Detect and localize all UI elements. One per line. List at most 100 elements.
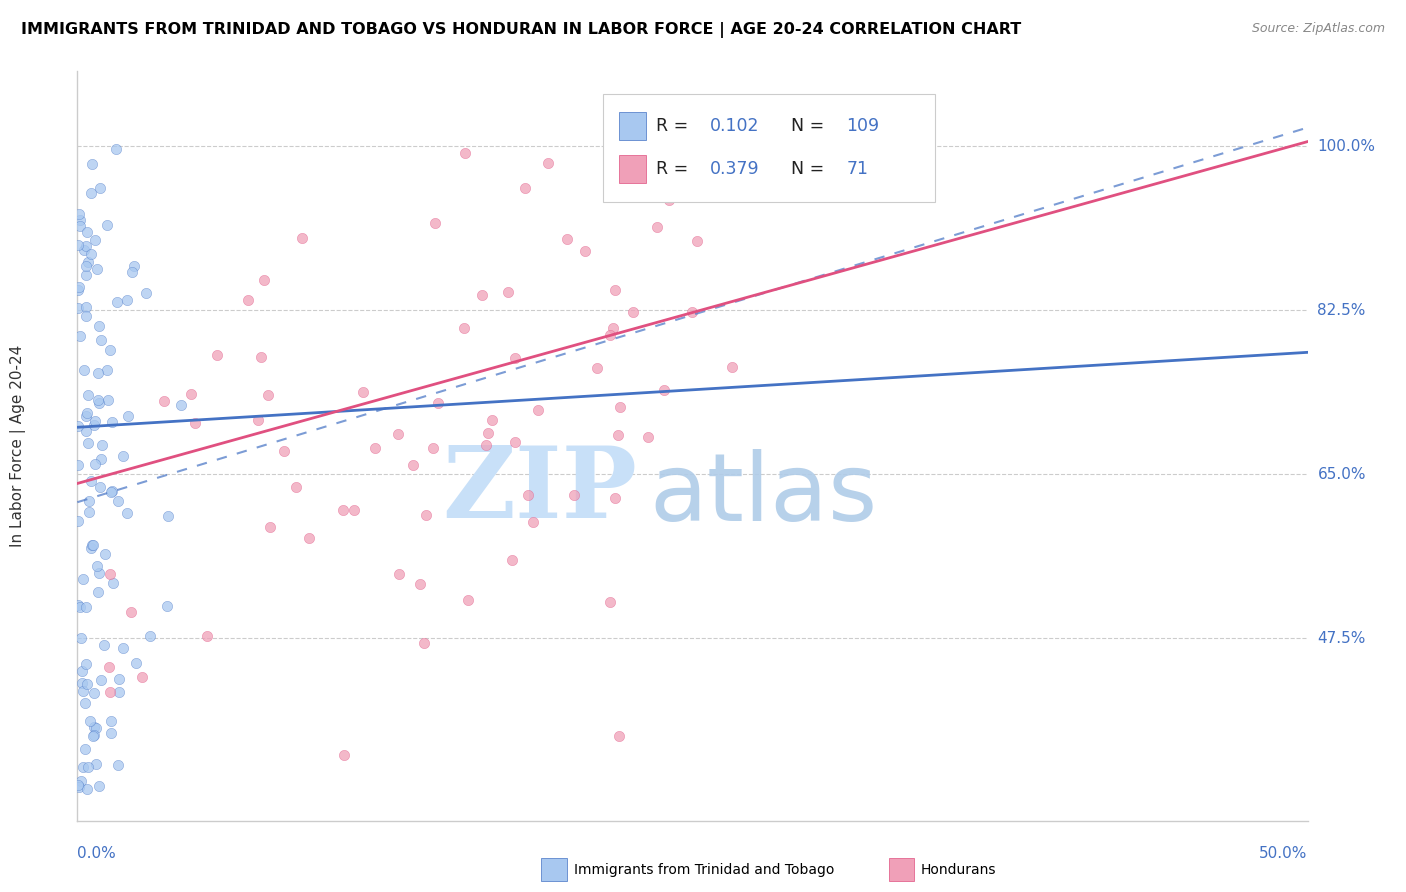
Point	[609, 400, 631, 414]
Point	[87, 319, 110, 334]
Point	[84, 233, 107, 247]
Point	[67, 207, 90, 221]
Point	[157, 509, 180, 524]
Text: 0.102: 0.102	[710, 117, 759, 135]
Point	[105, 294, 128, 309]
Point	[413, 636, 436, 650]
Point	[112, 449, 135, 463]
Point	[343, 503, 366, 517]
Point	[75, 409, 97, 424]
Point	[599, 327, 621, 342]
Point	[86, 366, 108, 380]
Point	[83, 418, 105, 433]
Text: In Labor Force | Age 20-24: In Labor Force | Age 20-24	[10, 345, 27, 547]
Point	[103, 576, 125, 591]
Point	[100, 485, 122, 500]
Point	[515, 181, 537, 195]
Point	[602, 320, 624, 334]
Point	[87, 779, 110, 793]
Point	[83, 728, 105, 742]
Point	[409, 577, 432, 591]
Point	[80, 247, 103, 261]
Point	[721, 359, 744, 374]
Point	[76, 676, 98, 690]
Point	[503, 351, 526, 366]
Point	[285, 480, 308, 494]
Point	[153, 394, 176, 409]
Point	[93, 547, 115, 561]
Point	[73, 363, 96, 377]
Text: Immigrants from Trinidad and Tobago: Immigrants from Trinidad and Tobago	[574, 863, 834, 877]
Point	[90, 451, 112, 466]
Point	[453, 321, 475, 335]
Point	[91, 437, 114, 451]
Point	[98, 343, 121, 358]
Point	[76, 388, 98, 402]
Point	[517, 488, 540, 502]
Point	[82, 729, 104, 743]
Point	[75, 599, 97, 614]
Point	[75, 268, 97, 282]
Point	[66, 301, 89, 316]
Point	[104, 142, 127, 156]
Point	[352, 384, 374, 399]
Point	[477, 425, 499, 440]
Point	[83, 720, 105, 734]
Point	[195, 629, 218, 643]
Point	[427, 396, 450, 410]
Point	[87, 395, 110, 409]
Point	[70, 676, 93, 690]
Point	[388, 567, 411, 582]
Point	[155, 599, 177, 613]
Point	[77, 494, 100, 508]
Point	[77, 436, 100, 450]
Text: R =: R =	[655, 160, 693, 178]
Point	[249, 350, 271, 364]
Point	[69, 213, 91, 227]
Point	[76, 406, 98, 420]
Point	[135, 285, 157, 300]
Point	[75, 310, 97, 324]
Text: R =: R =	[655, 117, 693, 135]
Point	[108, 685, 131, 699]
Point	[291, 231, 314, 245]
Point	[501, 553, 523, 567]
Point	[117, 293, 139, 307]
Point	[83, 457, 105, 471]
Bar	[619, 154, 645, 183]
Point	[66, 599, 89, 613]
Point	[73, 244, 96, 258]
Point	[332, 747, 354, 762]
Point	[86, 558, 108, 573]
Point	[180, 386, 202, 401]
Point	[69, 600, 91, 615]
Point	[107, 672, 129, 686]
Point	[67, 280, 90, 294]
Point	[72, 684, 94, 698]
Point	[107, 758, 129, 772]
Point	[67, 283, 90, 297]
Point	[67, 514, 90, 528]
Point	[423, 216, 446, 230]
Point	[75, 238, 97, 252]
Point	[681, 305, 703, 319]
Point	[607, 730, 630, 744]
Point	[107, 494, 129, 508]
Point	[96, 363, 118, 377]
Text: ZIP: ZIP	[443, 442, 637, 540]
Point	[557, 231, 579, 245]
Point	[257, 388, 280, 402]
Point	[139, 629, 162, 643]
Point	[470, 288, 492, 302]
Point	[630, 124, 652, 138]
Point	[101, 483, 124, 498]
Point	[111, 641, 134, 656]
Point	[645, 219, 668, 234]
Point	[364, 441, 387, 455]
Point	[122, 259, 145, 273]
Point	[93, 638, 115, 652]
Point	[125, 657, 148, 671]
Point	[496, 285, 519, 300]
Point	[603, 491, 626, 505]
Point	[637, 430, 659, 444]
